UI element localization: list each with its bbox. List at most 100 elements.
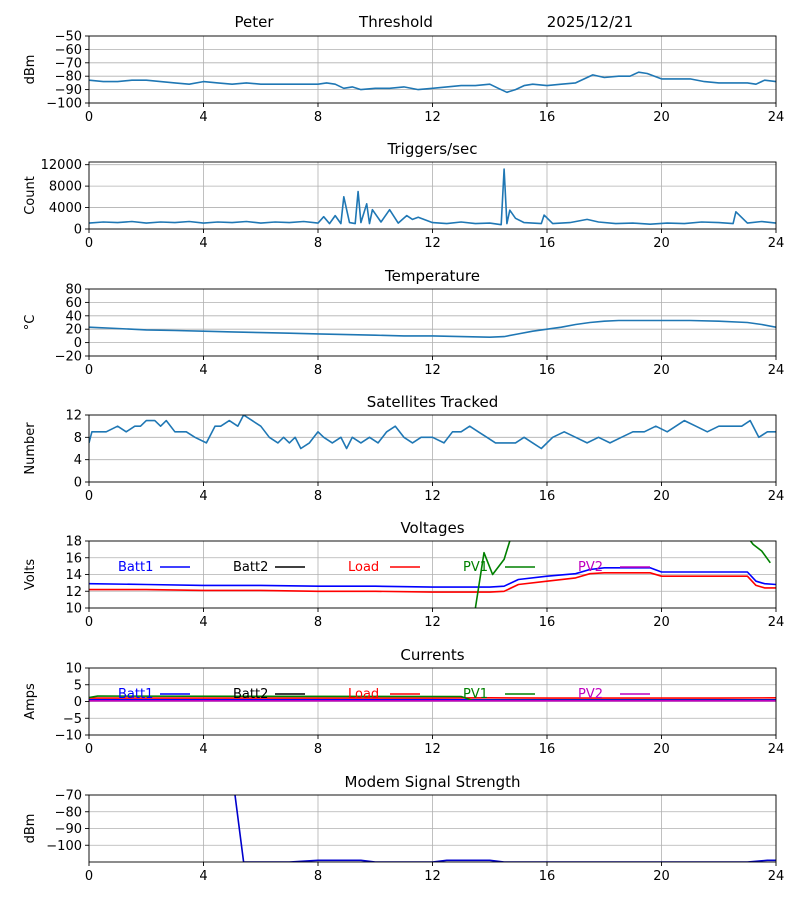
chart-title: Currents <box>400 646 464 664</box>
x-tick-label: 12 <box>424 363 441 378</box>
y-tick-label: −60 <box>55 43 82 58</box>
y-tick-label: −90 <box>55 822 82 837</box>
series-line-modem <box>234 795 776 862</box>
y-tick-label: 60 <box>65 296 82 311</box>
x-tick-label: 4 <box>199 615 207 630</box>
panel-triggers: 0 4 8 12 16 20 24 0 4000 8000 12000 Triggers/sec Cou… <box>23 140 784 251</box>
x-tick-label: 4 <box>199 236 207 251</box>
legend-label: PV1 <box>463 560 488 575</box>
chart-title: Satellites Tracked <box>367 393 498 411</box>
x-tick-label: 12 <box>424 742 441 757</box>
x-tick-label: 20 <box>653 869 670 884</box>
x-tick-label: 0 <box>85 236 93 251</box>
x-tick-label: 24 <box>768 110 785 125</box>
y-axis-label: Count <box>23 176 38 215</box>
y-tick-label: 0 <box>74 336 82 351</box>
x-tick-label: 4 <box>199 869 207 884</box>
x-tick-label: 16 <box>539 489 556 504</box>
y-tick-label: 8000 <box>49 180 82 195</box>
x-tick-label: 8 <box>314 236 322 251</box>
x-tick-label: 0 <box>85 869 93 884</box>
series-group <box>234 795 776 862</box>
series-line-pv1b <box>749 541 771 564</box>
y-axis-label: Volts <box>23 559 38 591</box>
series-line-temperature <box>89 319 776 339</box>
series-group <box>89 695 776 702</box>
y-tick-label: 8 <box>74 431 82 446</box>
chart-title: Voltages <box>400 519 464 537</box>
x-tick-label: 16 <box>539 363 556 378</box>
y-tick-label: 12000 <box>41 158 82 173</box>
x-tick-label: 4 <box>199 489 207 504</box>
legend-label: Load <box>348 687 379 702</box>
y-tick-label: 20 <box>65 323 82 338</box>
chart-title: Temperature <box>384 267 480 285</box>
series-group <box>89 541 776 608</box>
x-tick-label: 16 <box>539 236 556 251</box>
x-tick-label: 24 <box>768 869 785 884</box>
legend-label: Batt2 <box>233 687 268 702</box>
y-tick-label: 10 <box>65 662 82 677</box>
y-axis-label: Amps <box>23 683 38 720</box>
y-tick-label: −5 <box>63 712 82 727</box>
x-tick-label: 0 <box>85 489 93 504</box>
x-tick-label: 8 <box>314 489 322 504</box>
x-tick-label: 20 <box>653 615 670 630</box>
y-tick-label: −100 <box>46 839 82 854</box>
x-tick-label: 16 <box>539 110 556 125</box>
series-line-triggers <box>89 168 776 226</box>
y-axis-label: °C <box>23 315 38 331</box>
y-tick-label: −50 <box>55 30 82 45</box>
x-tick-label: 16 <box>539 742 556 757</box>
x-tick-label: 12 <box>424 615 441 630</box>
y-tick-label: 14 <box>65 568 82 583</box>
y-axis-label: dBm <box>23 55 38 85</box>
panel-satellites: 0 4 8 12 16 20 24 12 8 4 0 Satellites Tracked Number <box>23 393 784 504</box>
y-tick-label: −70 <box>55 789 82 804</box>
x-tick-label: 20 <box>653 110 670 125</box>
y-tick-label: −70 <box>55 56 82 71</box>
series-line-satellites <box>89 415 776 450</box>
x-tick-label: 16 <box>539 615 556 630</box>
y-axis-label: Number <box>23 422 38 475</box>
y-tick-label: −100 <box>46 97 82 112</box>
x-tick-label: 12 <box>424 869 441 884</box>
x-tick-label: 8 <box>314 869 322 884</box>
x-tick-label: 0 <box>85 615 93 630</box>
header-name: Peter <box>234 13 274 31</box>
series-group <box>89 168 776 226</box>
legend-label: Batt1 <box>118 687 153 702</box>
x-tick-label: 16 <box>539 869 556 884</box>
x-tick-label: 24 <box>768 615 785 630</box>
x-tick-label: 4 <box>199 363 207 378</box>
x-tick-label: 12 <box>424 489 441 504</box>
y-tick-label: −80 <box>55 805 82 820</box>
panel-modem: 0 4 8 12 16 20 24 −70−80 −90 −100 Modem Signal Str… <box>23 773 784 884</box>
header-threshold-label: Threshold <box>358 13 433 31</box>
x-tick-label: 24 <box>768 742 785 757</box>
series-line-pv1 <box>474 541 511 608</box>
x-tick-label: 20 <box>653 742 670 757</box>
x-tick-label: 24 <box>768 236 785 251</box>
x-tick-label: 12 <box>424 110 441 125</box>
y-tick-label: 5 <box>74 678 82 693</box>
y-axis-label: dBm <box>23 814 38 844</box>
series-group <box>89 319 776 339</box>
y-tick-label: 16 <box>65 551 82 566</box>
x-tick-label: 24 <box>768 363 785 378</box>
y-tick-label: 18 <box>65 535 82 550</box>
y-tick-label: 80 <box>65 283 82 298</box>
header-date: 2025/12/21 <box>547 13 633 31</box>
series-group <box>89 415 776 450</box>
x-tick-label: 4 <box>199 110 207 125</box>
y-tick-label: 40 <box>65 309 82 324</box>
x-tick-label: 24 <box>768 489 785 504</box>
series-line-threshold <box>89 71 776 94</box>
series-line-batt1 <box>89 566 776 588</box>
legend-label: Batt1 <box>118 560 153 575</box>
x-tick-label: 8 <box>314 110 322 125</box>
x-tick-label: 0 <box>85 742 93 757</box>
